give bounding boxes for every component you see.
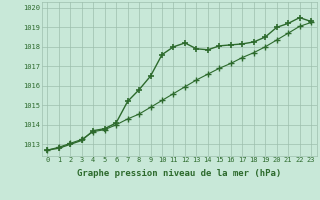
X-axis label: Graphe pression niveau de la mer (hPa): Graphe pression niveau de la mer (hPa) bbox=[77, 169, 281, 178]
